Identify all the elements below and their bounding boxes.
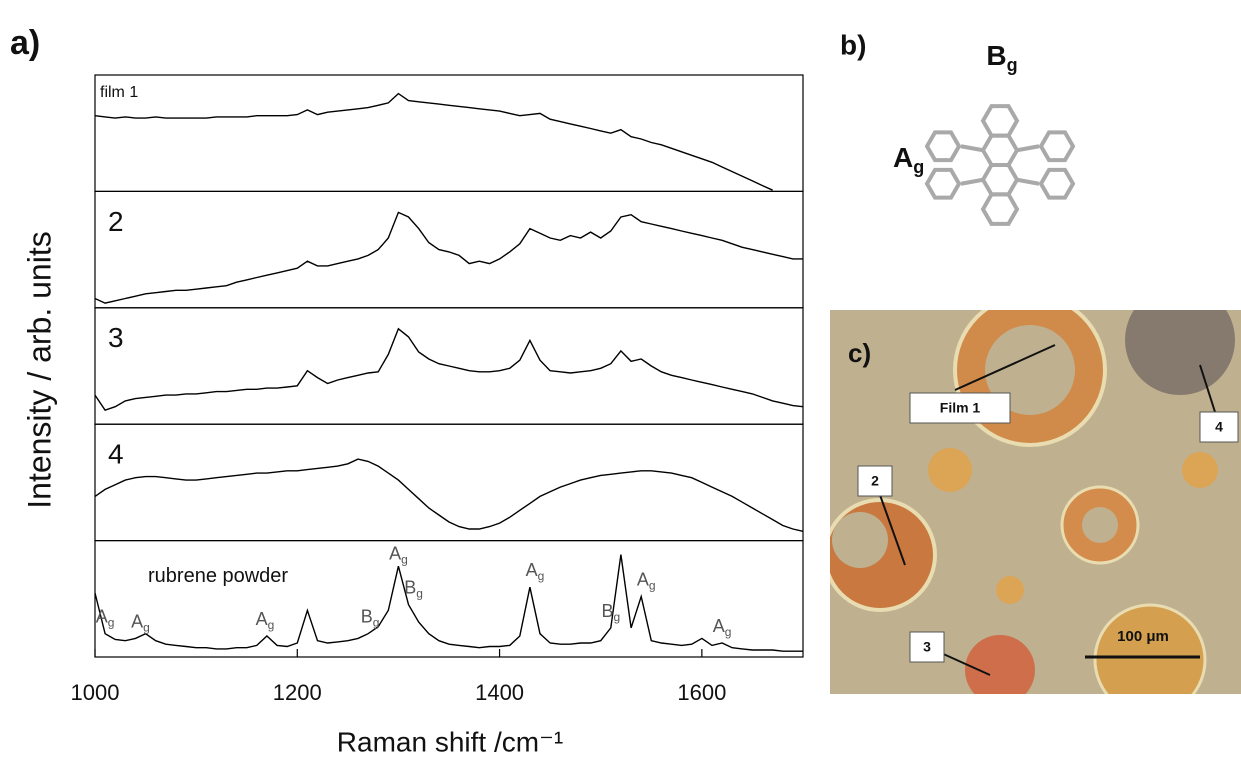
peak-sub: g [143, 621, 150, 635]
peak-label: Ag [131, 611, 150, 634]
marker-label: 2 [871, 473, 879, 489]
panel-label: b) [840, 29, 866, 60]
series-label: film 1 [100, 84, 138, 101]
peak-text: A [637, 569, 649, 589]
marker-label: 3 [923, 639, 931, 655]
peak-text: A [713, 616, 725, 636]
series-label: rubrene powder [148, 565, 288, 587]
bond [1016, 177, 1040, 186]
peak-label: Bg [361, 606, 380, 629]
mode-label: Bg [986, 40, 1017, 74]
bond [960, 144, 984, 153]
panel-label: c) [848, 338, 871, 368]
peak-sub: g [401, 553, 408, 567]
series-label: 3 [108, 322, 124, 353]
peak-sub: g [268, 618, 275, 632]
peak-text: A [96, 606, 108, 626]
marker-label: 4 [1215, 419, 1223, 435]
ring [980, 192, 1020, 226]
peak-sub: g [649, 579, 656, 593]
panel-label: a) [10, 24, 40, 62]
bond [1016, 144, 1040, 153]
peak-label: Bg [404, 577, 423, 600]
series-label: 2 [108, 206, 124, 237]
ring [1038, 167, 1076, 200]
x-tick-label: 1400 [475, 680, 524, 705]
spectrum [94, 458, 804, 532]
peak-label: Ag [389, 543, 408, 566]
peak-label: Ag [637, 569, 656, 592]
peak-sub: g [373, 616, 380, 630]
peak-text: A [256, 609, 268, 629]
peak-sub: g [725, 625, 732, 639]
ring [924, 130, 962, 163]
peak-sub: g [613, 610, 620, 624]
x-tick-label: 1000 [71, 680, 120, 705]
panel-frame [94, 539, 804, 658]
ring [924, 167, 962, 200]
peak-label: Bg [601, 601, 620, 624]
panel-frame [94, 423, 804, 542]
spectrum [94, 211, 803, 304]
peak-text: B [361, 606, 373, 626]
peak-text: A [131, 611, 143, 631]
ring [980, 133, 1020, 167]
spectrum [94, 92, 773, 191]
scale-bar-label: 100 μm [1117, 628, 1169, 645]
peak-label: Ag [96, 606, 115, 629]
peak-text: B [404, 577, 416, 597]
peak-label: Ag [526, 560, 545, 583]
series-label: 4 [108, 439, 124, 470]
bond [960, 177, 984, 186]
mode-label: Ag [893, 142, 924, 176]
spectrum [94, 554, 803, 652]
spectrum [94, 327, 804, 412]
mode-text: B [986, 40, 1006, 71]
mode-sub: g [1007, 55, 1018, 75]
x-axis-label: Raman shift /cm⁻¹ [337, 726, 563, 757]
x-tick-label: 1600 [677, 680, 726, 705]
peak-sub: g [538, 569, 545, 583]
peak-text: B [601, 601, 613, 621]
peak-text: A [526, 560, 538, 580]
micrograph [830, 310, 1241, 694]
mode-text: A [893, 142, 913, 173]
ring [980, 104, 1020, 138]
peak-text: A [389, 543, 401, 563]
y-axis-label: Intensity / arb. units [21, 231, 57, 508]
peak-sub: g [416, 587, 423, 601]
x-tick-label: 1200 [273, 680, 322, 705]
peak-label: Ag [256, 609, 275, 632]
mode-sub: g [913, 157, 924, 177]
marker-label: Film 1 [940, 400, 981, 416]
molecule [924, 104, 1076, 226]
ring [980, 163, 1020, 197]
ring [1038, 130, 1076, 163]
panel-frame [94, 74, 804, 193]
peak-sub: g [108, 616, 115, 630]
peak-label: Ag [713, 616, 732, 639]
panel-frame [94, 190, 804, 309]
